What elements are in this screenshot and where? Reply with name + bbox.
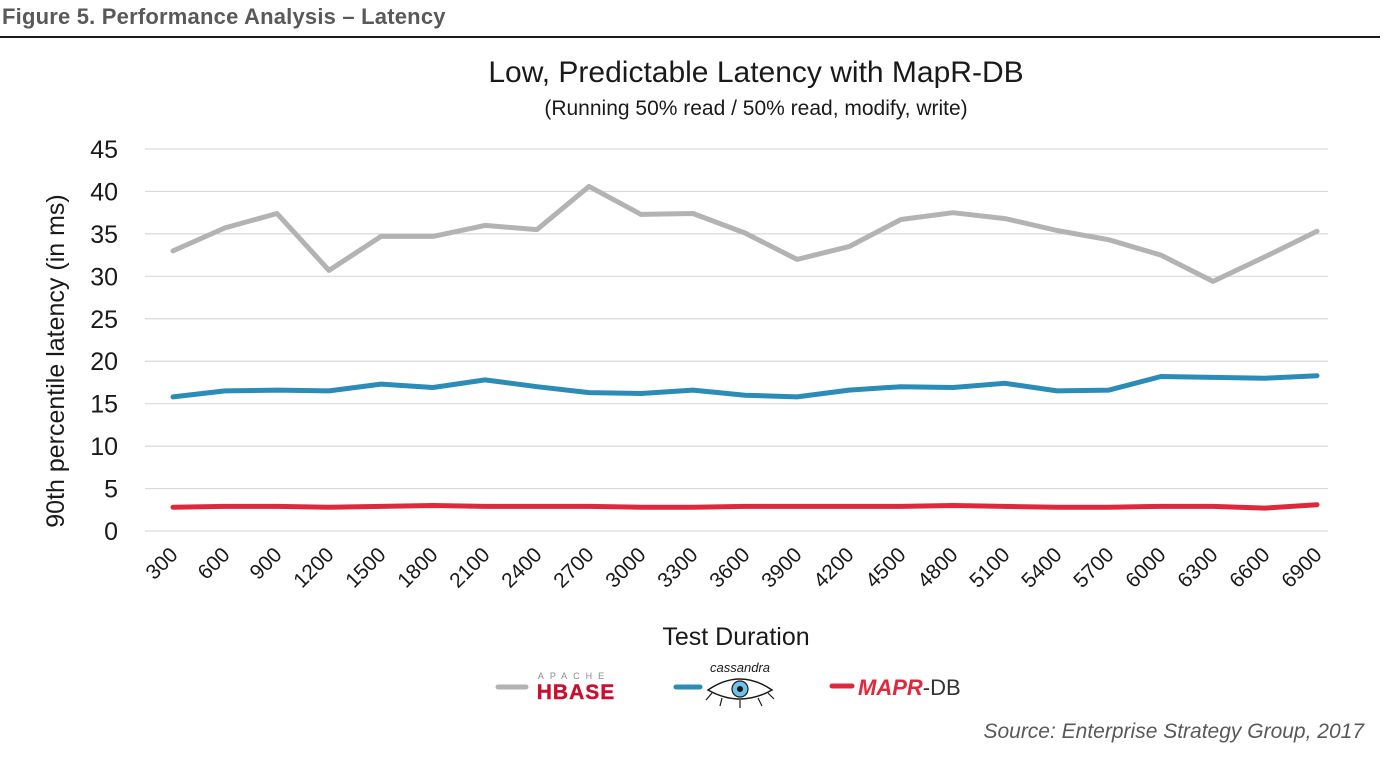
y-tick-label: 20 (90, 348, 118, 376)
x-tick-label: 5700 (1069, 543, 1118, 592)
y-tick-label: 10 (90, 433, 118, 461)
x-tick-label: 2100 (445, 543, 494, 592)
hbase-logo-text: HBASE (537, 681, 616, 704)
gridlines (145, 148, 1328, 532)
x-tick-label: 6900 (1277, 543, 1326, 592)
x-tick-label: 3900 (757, 543, 806, 592)
x-tick-label: 3600 (705, 543, 754, 592)
y-tick-label: 15 (90, 391, 118, 419)
cassandra-logo-text: cassandra (710, 660, 770, 675)
db-logo-rest: -DB (923, 675, 961, 700)
x-tick-label: 6600 (1225, 543, 1274, 592)
x-tick-label: 3000 (601, 543, 650, 592)
series-line-cassandra (170, 373, 1320, 400)
figure-caption: Figure 5. Performance Analysis – Latency (2, 4, 446, 29)
x-tick-label: 4800 (913, 543, 962, 592)
x-tick-label: 300 (141, 543, 182, 584)
y-tick-label: 40 (90, 178, 118, 206)
x-tick-label: 2700 (549, 543, 598, 592)
x-tick-label: 1500 (341, 543, 390, 592)
chart-title: Low, Predictable Latency with MapR-DB (488, 56, 1023, 89)
series-lines (170, 183, 1320, 511)
x-axis-ticks: 300 600 900 1200 1500 1800 2100 2400 2700 3000 330… (141, 543, 1326, 592)
x-axis-label: Test Duration (662, 623, 809, 651)
caption-divider (0, 36, 1380, 38)
x-tick-label: 600 (193, 543, 234, 584)
x-tick-label: 5100 (965, 543, 1014, 592)
mapr-db-logo-text: MAPR-DB (858, 675, 961, 700)
chart-subtitle: (Running 50% read / 50% read, modify, wr… (544, 97, 967, 120)
y-tick-label: 5 (104, 476, 118, 504)
y-tick-label: 45 (90, 136, 118, 164)
legend-item-hbase: APACHE HBASE (495, 671, 616, 704)
x-tick-label: 5400 (1017, 543, 1066, 592)
x-tick-label: 6000 (1121, 543, 1170, 592)
x-tick-label: 6300 (1173, 543, 1222, 592)
x-tick-label: 900 (245, 543, 286, 584)
legend-item-mapr-db: MAPR-DB (829, 675, 961, 700)
hbase-logo-small-text: APACHE (538, 671, 610, 681)
y-tick-label: 35 (90, 221, 118, 249)
y-axis-label: 90th percentile latency (in ms) (42, 194, 70, 527)
mapr-logo-accent: MAPR (858, 675, 923, 700)
x-tick-label: 3300 (653, 543, 702, 592)
source-note: Source: Enterprise Strategy Group, 2017 (983, 720, 1364, 743)
legend: APACHE HBASE cassandra MAPR-DB (495, 660, 961, 708)
y-tick-label: 0 (104, 518, 118, 546)
legend-item-cassandra: cassandra (673, 660, 775, 708)
y-tick-label: 25 (90, 306, 118, 334)
series-line-hbase (170, 183, 1320, 284)
x-tick-label: 1200 (289, 543, 338, 592)
series-line-mapr-db (170, 502, 1320, 511)
y-axis-ticks: 0 5 10 15 20 25 30 35 40 45 (90, 136, 118, 546)
x-tick-label: 1800 (393, 543, 442, 592)
y-tick-label: 30 (90, 263, 118, 291)
x-tick-label: 2400 (497, 543, 546, 592)
x-tick-label: 4500 (861, 543, 910, 592)
cassandra-eye-icon (705, 678, 775, 708)
x-tick-label: 4200 (809, 543, 858, 592)
